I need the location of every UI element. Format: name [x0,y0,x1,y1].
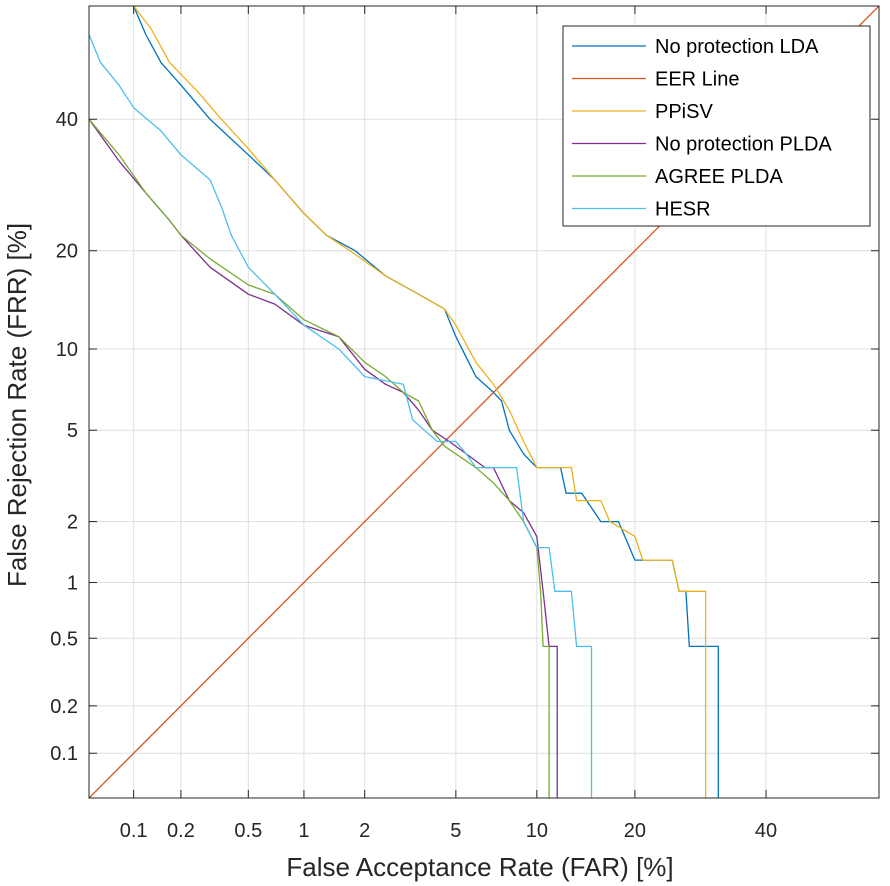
y-tick-label: 40 [56,109,78,131]
y-tick-label: 0.5 [50,628,78,650]
series-line-hesr [89,34,593,798]
legend-label-no-protection-plda: No protection PLDA [655,134,832,156]
plot-frame [88,5,880,799]
x-tick-label: 5 [450,820,461,842]
y-tick-label: 2 [67,512,78,534]
series-line-no-protection-plda [89,118,558,798]
y-tick-label: 0.2 [50,696,78,718]
x-tick-label: 0.5 [234,820,262,842]
x-tick-label: 10 [526,820,548,842]
x-tick-labels: 0.1 0.2 0.5 1 2 5 10 20 40 [120,6,777,842]
y-axis-label: False Rejection Rate (FRR) [%] [2,223,32,587]
legend-label-ppisv: PPiSV [655,101,713,123]
legend-label-no-protection-lda: No protection LDA [655,36,819,58]
x-tick-label: 20 [624,820,646,842]
series-line-ppisv [133,6,707,798]
x-axis-label: False Acceptance Rate (FAR) [%] [286,852,673,882]
y-tick-label: 5 [67,420,78,442]
legend-label-hesr: HESR [655,199,711,221]
x-tick-label: 40 [755,820,777,842]
legend-label-eer-line: EER Line [655,69,740,91]
y-tick-labels: 0.1 0.2 0.5 1 2 5 10 20 40 [50,109,879,765]
x-tick-label: 0.2 [167,820,195,842]
y-tick-label: 0.1 [50,743,78,765]
legend-label-agree-plda: AGREE PLDA [655,166,783,188]
x-tick-label: 0.1 [120,820,148,842]
legend: No protection LDA EER Line PPiSV No protect… [562,25,871,227]
x-tick-label: 1 [298,820,309,842]
y-tick-label: 20 [56,241,78,263]
legend-box [562,25,871,227]
y-tick-label: 10 [56,339,78,361]
y-tick-label: 1 [67,573,78,595]
x-tick-label: 2 [359,820,370,842]
